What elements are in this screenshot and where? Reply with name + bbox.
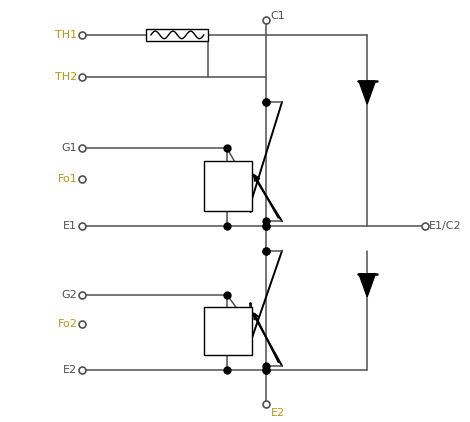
Text: Fo1: Fo1: [57, 174, 77, 184]
Text: TH1: TH1: [55, 30, 77, 40]
Text: E1: E1: [63, 221, 77, 230]
Text: TH2: TH2: [55, 72, 77, 82]
Bar: [146, 29, 208, 41]
Bar: [204, 161, 252, 211]
Bar: [204, 307, 252, 355]
Text: C1: C1: [271, 11, 285, 21]
Text: E1/C2: E1/C2: [429, 221, 462, 230]
Text: Fo2: Fo2: [57, 319, 77, 329]
Text: E2: E2: [63, 365, 77, 375]
Polygon shape: [359, 81, 376, 104]
Text: G1: G1: [62, 143, 77, 153]
Text: E2: E2: [271, 408, 285, 418]
Text: G2: G2: [62, 289, 77, 300]
Polygon shape: [359, 274, 376, 297]
